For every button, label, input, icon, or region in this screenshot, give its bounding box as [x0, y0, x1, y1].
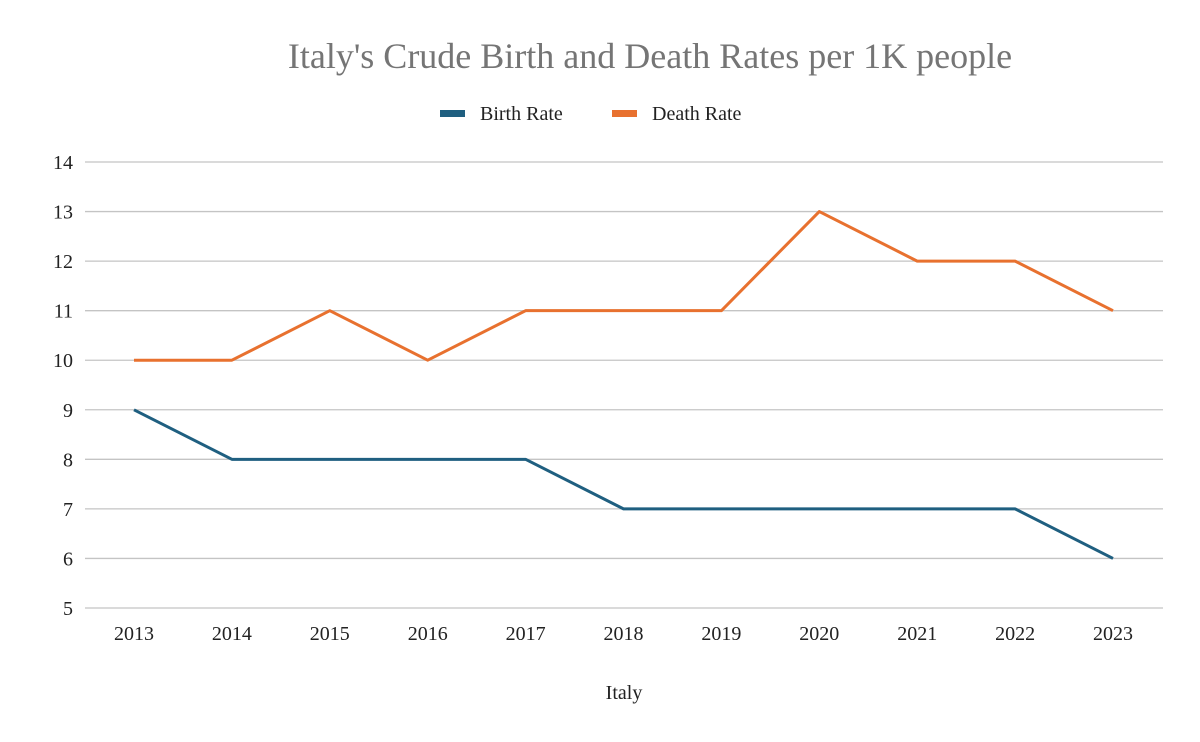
x-tick-label: 2013	[114, 623, 154, 645]
x-tick-label: 2022	[995, 623, 1035, 645]
x-tick-label: 2015	[310, 623, 350, 645]
legend-swatch	[440, 110, 465, 117]
y-tick-label: 10	[53, 350, 73, 372]
x-tick-label: 2014	[212, 623, 252, 645]
x-tick-label: 2016	[408, 623, 448, 645]
legend-label: Death Rate	[652, 103, 742, 125]
y-tick-label: 12	[53, 251, 73, 273]
x-tick-label: 2018	[604, 623, 644, 645]
series-group	[133, 210, 1114, 560]
chart-title: Italy's Crude Birth and Death Rates per …	[288, 36, 1012, 76]
x-tick-label: 2021	[897, 623, 937, 645]
y-tick-label: 14	[53, 152, 73, 174]
x-tick-label: 2020	[799, 623, 839, 645]
x-axis: 2013 2014 2015 2016 2017 2018 2019 2020 2021 2022…	[114, 623, 1133, 645]
x-tick-label: 2017	[506, 623, 546, 645]
y-tick-label: 11	[54, 301, 73, 323]
legend-swatch	[612, 110, 637, 117]
y-tick-label: 13	[53, 202, 73, 224]
y-tick-label: 5	[63, 598, 73, 620]
grid	[85, 161, 1163, 609]
y-tick-label: 9	[63, 400, 73, 422]
series-line-death-rate	[134, 210, 1114, 362]
x-axis-label: Italy	[606, 682, 643, 704]
legend-label: Birth Rate	[480, 103, 563, 125]
y-tick-label: 8	[63, 449, 73, 471]
y-axis: 5 6 7 8 9 10 11 12 13 14	[53, 152, 73, 620]
x-tick-label: 2019	[701, 623, 741, 645]
x-tick-label: 2023	[1093, 623, 1133, 645]
series-line-birth-rate	[133, 408, 1114, 560]
legend: Birth Rate Death Rate	[440, 103, 742, 125]
y-tick-label: 7	[63, 499, 73, 521]
y-tick-label: 6	[63, 548, 73, 570]
